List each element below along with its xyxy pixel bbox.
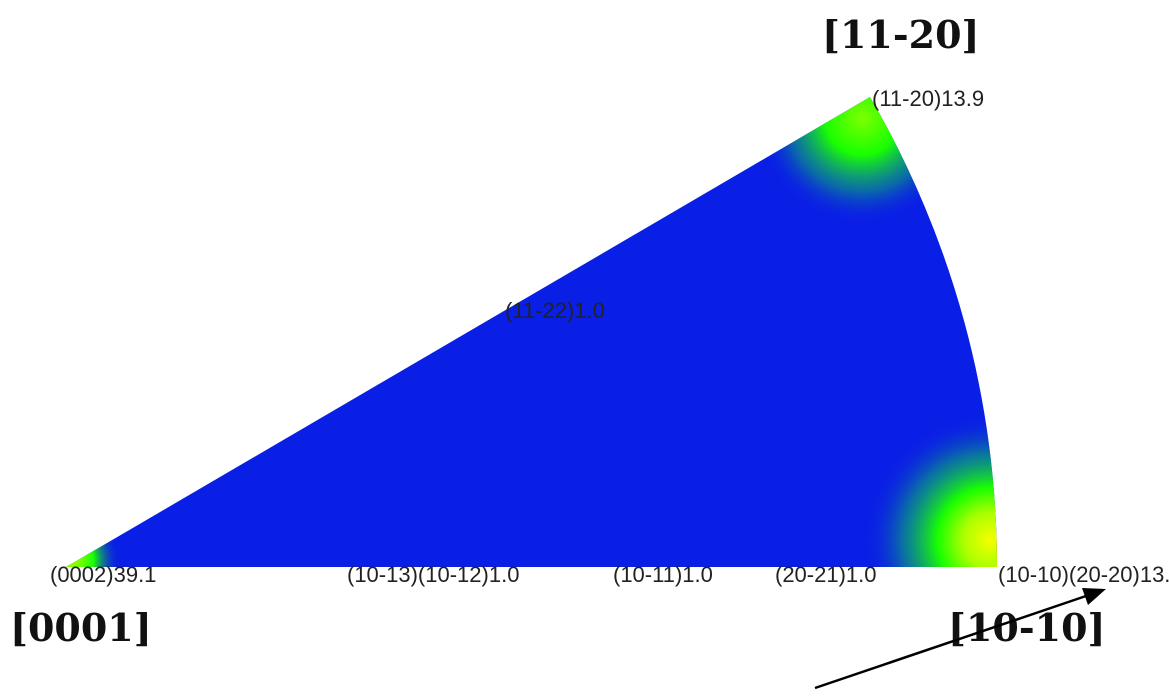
corner-label-11-20: [11-20] [822,12,980,57]
pole-label-20-21: (20-21)1.0 [775,562,877,587]
annotation-arrowhead [1082,588,1106,605]
hotspot-10-10 [865,415,998,567]
pole-label-11-20: (11-20)13.9 [872,86,984,111]
annotation-arrow [814,588,1106,690]
corner-label-0001: [0001] [10,605,152,650]
pole-label-10-10-20-20: (10-10)(20-20)13.8 [998,562,1169,587]
hotspot-0002 [66,512,120,567]
annotation-arrow-shaft [814,594,1087,690]
corner-label-10-10: [10-10] [948,605,1106,650]
pole-label-10-11: (10-11)1.0 [613,562,713,587]
pole-label-10-13-10-12: (10-13)(10-12)1.0 [347,562,519,587]
sector-fill [66,97,998,567]
pole-label-11-22: (11-22)1.0 [505,298,605,323]
pole-label-0002: (0002)39.1 [50,562,156,587]
